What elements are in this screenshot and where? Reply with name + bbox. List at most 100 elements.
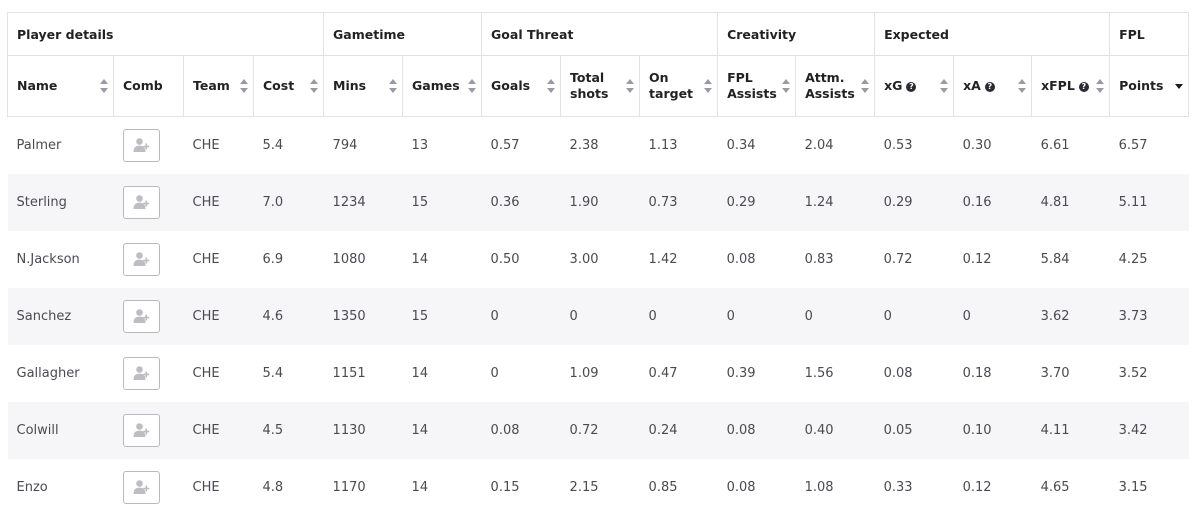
sort-icon[interactable] (1096, 79, 1105, 93)
add-to-comparison-button[interactable] (122, 357, 160, 390)
sort-icon[interactable] (782, 79, 791, 93)
cell-mins: 1350 (323, 288, 403, 345)
cell-fpl-assists: 0 (717, 288, 796, 345)
cell-goals: 0.57 (490, 138, 520, 153)
cell-fpl-assists: 0.08 (717, 402, 796, 459)
sort-icon[interactable] (547, 79, 556, 93)
cell-xa: 0.10 (953, 402, 1032, 459)
cell-games: 14 (411, 366, 429, 381)
group-expected: Expected (874, 12, 1111, 56)
column-goals[interactable]: Goals (481, 55, 562, 117)
column-team[interactable]: Team (183, 55, 254, 117)
column-total-shots[interactable]: Total shots (560, 55, 641, 117)
cell-games: 13 (411, 138, 429, 153)
cell-cost: 7.0 (253, 174, 324, 231)
cell-team: CHE (183, 402, 254, 459)
table-row: Gallagher CHE 5.4 1151 14 0 1.09 0.47 0.39 1.56 0.… (8, 345, 1189, 402)
add-to-comparison-button[interactable] (122, 243, 160, 276)
cell-points: 4.25 (1118, 252, 1148, 267)
cell-games: 15 (402, 174, 482, 231)
cell-attm-assists: 1.56 (804, 366, 834, 381)
cell-xfpl: 4.81 (1031, 174, 1110, 231)
cell-xg: 0 (874, 288, 954, 345)
sort-icon[interactable] (1018, 79, 1027, 93)
cell-cost: 5.4 (262, 138, 284, 153)
cell-xa: 0 (953, 288, 1032, 345)
sort-icon[interactable] (310, 79, 319, 93)
column-cost[interactable]: Cost (253, 55, 325, 117)
cell-mins: 1234 (323, 174, 403, 231)
sort-icon[interactable] (861, 79, 870, 93)
cell-on-target: 1.42 (648, 252, 678, 267)
sort-icon[interactable] (240, 79, 248, 93)
add-to-comparison-button[interactable] (122, 414, 160, 447)
add-user-icon (133, 423, 149, 437)
column-mins[interactable]: Mins (323, 55, 404, 117)
column-name[interactable]: Name (7, 55, 114, 117)
cell-fpl-assists: 0.39 (726, 366, 756, 381)
cell-attm-assists: 0 (795, 288, 875, 345)
column-xg[interactable]: xG? (874, 55, 955, 117)
column-xg-label: xG (884, 78, 903, 93)
cell-on-target: 0.73 (639, 174, 718, 231)
cell-xfpl: 5.84 (1040, 252, 1070, 267)
cell-fpl-assists: 0.29 (717, 174, 796, 231)
sort-icon[interactable] (704, 79, 713, 93)
column-fpl-assists[interactable]: FPL Assists (717, 55, 797, 117)
sort-descending-icon[interactable] (1175, 79, 1184, 93)
group-player-details: Player details (6, 12, 325, 56)
player-name: Palmer (16, 138, 62, 153)
column-attm-assists-label: Attm. Assists (805, 70, 855, 101)
add-to-comparison-button[interactable] (122, 129, 160, 162)
add-user-icon (133, 252, 149, 266)
sort-icon[interactable] (100, 79, 108, 93)
add-to-comparison-button[interactable] (122, 300, 160, 333)
cell-goals: 0.15 (490, 480, 520, 495)
cell-xfpl: 4.65 (1040, 480, 1070, 495)
column-name-label: Name (17, 78, 58, 93)
add-to-comparison-button[interactable] (122, 186, 160, 219)
cell-xg: 0.33 (883, 480, 913, 495)
sort-icon[interactable] (626, 79, 635, 93)
cell-comb (114, 345, 184, 402)
table-row: Enzo CHE 4.8 1170 14 0.15 2.15 0.85 0.08 1.08 0.33… (8, 459, 1189, 516)
help-icon[interactable]: ? (906, 82, 917, 92)
cell-xa: 0.18 (962, 366, 992, 381)
help-icon[interactable]: ? (1078, 82, 1089, 92)
column-attm-assists[interactable]: Attm. Assists (795, 55, 876, 117)
player-name: Colwill (7, 402, 114, 459)
sort-icon[interactable] (940, 79, 949, 93)
cell-cost: 5.4 (262, 366, 284, 381)
cell-comb (113, 174, 184, 231)
add-to-comparison-button[interactable] (122, 471, 160, 504)
group-fpl: FPL (1109, 12, 1190, 56)
cell-points: 3.42 (1109, 402, 1189, 459)
column-xa[interactable]: xA? (953, 55, 1033, 117)
cell-xfpl: 4.11 (1031, 402, 1110, 459)
help-icon[interactable]: ? (984, 82, 995, 92)
cell-xg: 0.08 (883, 366, 913, 381)
group-header-row: Player details Gametime Goal Threat Crea… (6, 12, 1190, 56)
cell-comb (114, 459, 184, 516)
column-mins-label: Mins (333, 78, 367, 93)
column-games[interactable]: Games (402, 55, 483, 117)
cell-mins: 794 (332, 138, 358, 153)
cell-attm-assists: 1.24 (795, 174, 875, 231)
column-points[interactable]: Points (1109, 55, 1190, 117)
column-cost-label: Cost (263, 78, 295, 93)
column-team-label: Team (193, 78, 230, 93)
sort-icon[interactable] (468, 79, 477, 93)
column-xfpl[interactable]: xFPL? (1031, 55, 1111, 117)
cell-fpl-assists: 0.08 (726, 252, 756, 267)
column-on-target[interactable]: On target (639, 55, 719, 117)
add-user-icon (133, 366, 149, 380)
player-name: Gallagher (16, 366, 80, 381)
player-name: N.Jackson (16, 252, 80, 267)
cell-xg: 0.05 (874, 402, 954, 459)
cell-team: CHE (183, 288, 254, 345)
column-xfpl-label: xFPL (1041, 78, 1075, 93)
cell-mins: 1151 (332, 366, 366, 381)
sort-icon[interactable] (389, 79, 398, 93)
cell-team: CHE (192, 252, 220, 267)
cell-xa: 0.16 (953, 174, 1032, 231)
